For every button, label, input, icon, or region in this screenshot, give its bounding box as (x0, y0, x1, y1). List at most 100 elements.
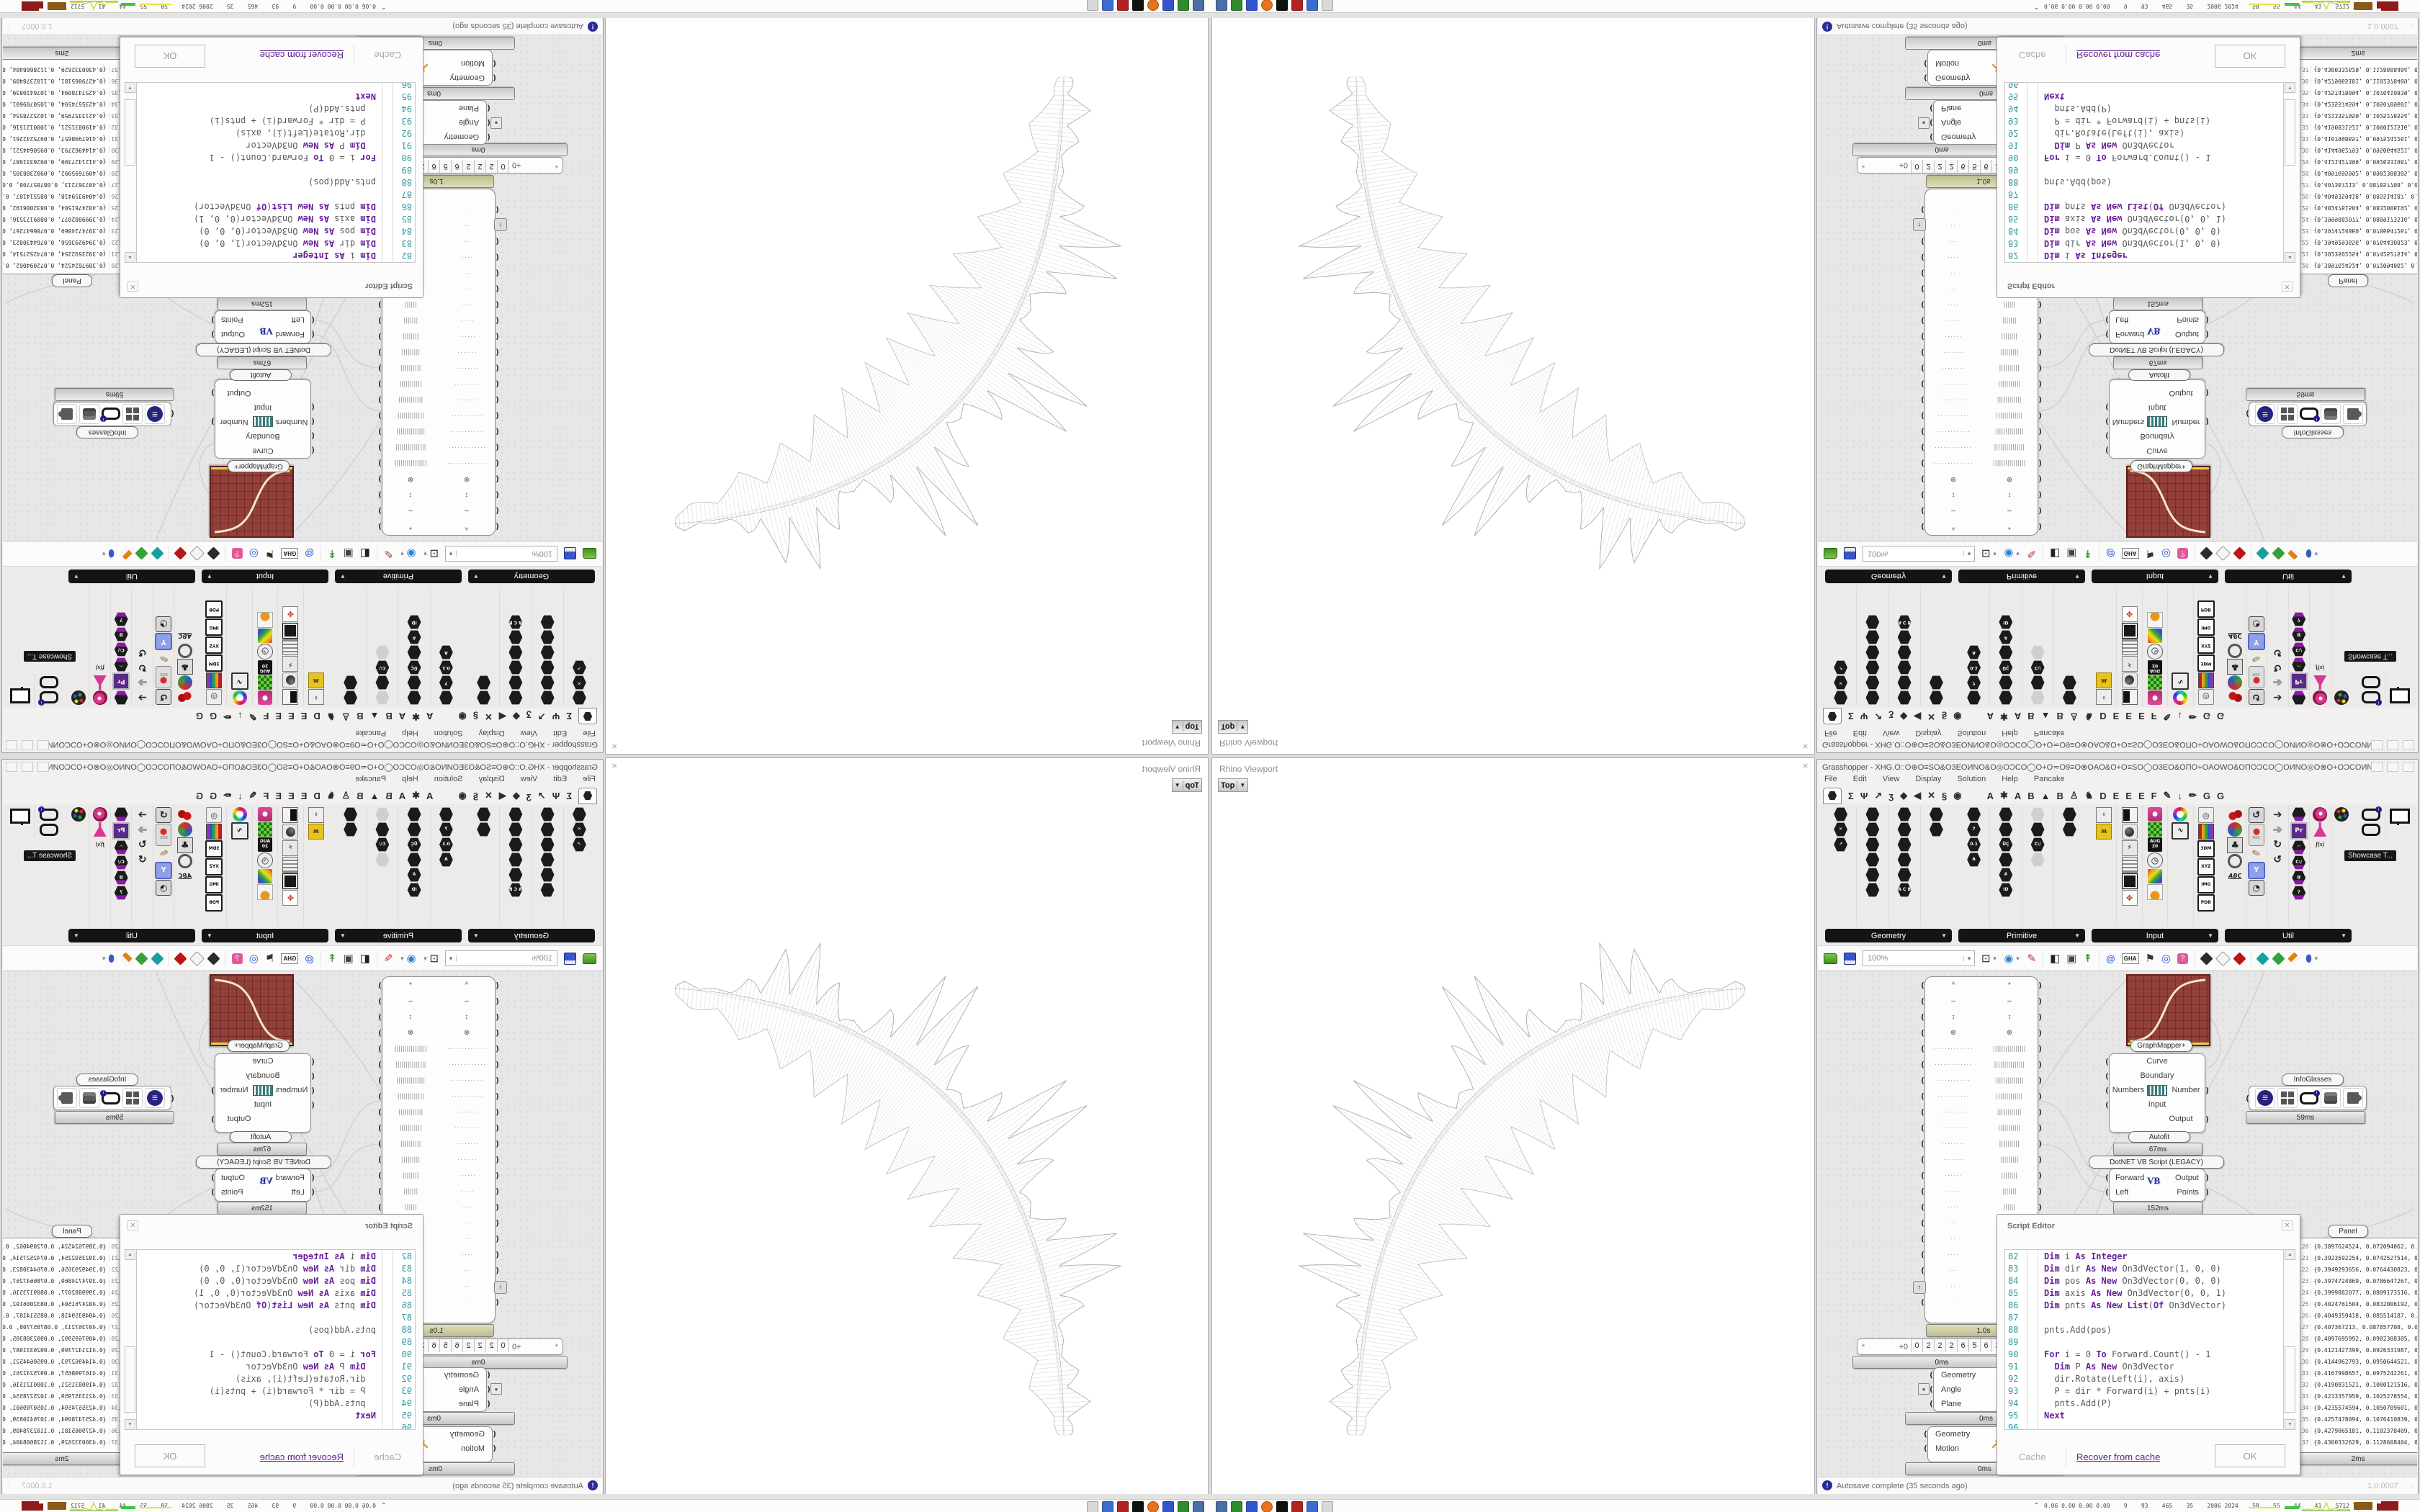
palette-icon[interactable] (1897, 807, 1912, 822)
palette-icon[interactable]: C:/ (375, 660, 390, 675)
output-grip[interactable]: ) (377, 474, 382, 485)
category-tab[interactable]: ♙ (341, 711, 351, 722)
chevron-down-icon[interactable]: ▼ (2341, 573, 2347, 580)
viewport-capture-icon[interactable]: ▣ (2066, 953, 2077, 965)
palette-icon[interactable]: Y (155, 862, 173, 879)
input-grip[interactable]: ( (2105, 315, 2110, 325)
palette-icon[interactable]: ↗ (572, 660, 586, 675)
quad-squares-icon[interactable] (2277, 1088, 2298, 1108)
palette-icon[interactable]: PDB (205, 894, 223, 912)
palette-icon[interactable] (540, 630, 555, 644)
output-grip[interactable]: ) (2038, 379, 2043, 390)
panel-data-row[interactable]: 127 {0.407367213, 0.087857708, 0.0} (3, 1321, 122, 1333)
input-grip[interactable]: ( (486, 1399, 491, 1408)
category-tab[interactable]: ◉ (1953, 790, 1962, 801)
chevron-down-icon[interactable]: ▼ (1174, 724, 1180, 730)
output-grip[interactable]: ) (377, 1202, 382, 1212)
palette-icon[interactable] (1865, 660, 1880, 675)
palette-icon[interactable] (114, 690, 128, 705)
chevron-down-icon[interactable]: ▼ (1941, 573, 1947, 580)
output-grip[interactable]: ) (2038, 996, 2043, 1006)
input-grip[interactable]: ( (495, 459, 500, 469)
slider-digit[interactable]: 5 (1968, 160, 1980, 173)
finance-search-icon[interactable]: ◎ (248, 547, 259, 559)
palette-icon[interactable] (344, 807, 358, 822)
palette-icon[interactable] (2313, 675, 2327, 690)
category-tab[interactable]: E (2125, 711, 2132, 722)
gem-red-icon[interactable] (174, 951, 187, 966)
slider-digit[interactable]: 5 (440, 1339, 452, 1352)
minimize-button[interactable] (37, 762, 49, 772)
chevron-down-icon[interactable]: ▼ (73, 932, 79, 939)
resize-grip[interactable]: ∴ (2409, 1483, 2414, 1490)
input-grip[interactable]: ( (1920, 253, 1925, 263)
palette-icon[interactable]: A (1967, 852, 1981, 867)
slider-digit[interactable]: 6 (1980, 160, 1991, 173)
palette-icon[interactable]: C:/ (2030, 660, 2045, 675)
gem-red-icon[interactable] (2233, 951, 2246, 966)
input-grip[interactable]: ( (1920, 300, 1925, 310)
taskbar-ghost-icon[interactable] (1087, 0, 1098, 11)
input-grip[interactable]: ( (1920, 237, 1925, 247)
quad-squares-icon[interactable] (2277, 404, 2298, 424)
taskbar-drive-icon[interactable] (1178, 1501, 1189, 1512)
taskbar-firefox-icon[interactable] (1147, 0, 1159, 11)
slider-digit[interactable]: 2 (463, 160, 475, 173)
at-mail-icon[interactable]: @ (2106, 548, 2115, 559)
maximize-button[interactable] (22, 762, 33, 772)
chevron-down-icon[interactable]: ▼ (1941, 932, 1947, 939)
chevron-down-icon[interactable]: ▼ (448, 550, 457, 557)
palette-icon[interactable]: # (1999, 868, 2013, 882)
panel-data-row[interactable]: 124 {0.3999882077, 0.0809173516, 0.0} (2298, 1287, 2417, 1298)
input-grip[interactable]: ( (1923, 1444, 1928, 1453)
chevron-down-icon[interactable]: ▼ (448, 955, 457, 962)
palette-panel-footer[interactable]: Geometry ▼ (1825, 929, 1952, 942)
input-grip[interactable]: ( (495, 1297, 500, 1307)
slider-digit[interactable]: 2 (1945, 1339, 1957, 1352)
component-label[interactable]: Panel (52, 274, 92, 287)
category-tab[interactable]: G (209, 790, 218, 801)
category-tab[interactable]: ↓ (238, 711, 243, 722)
category-tab[interactable]: ✎ (2163, 790, 2172, 801)
points-panel[interactable]: 120 {0.3897624524, 0.072094062, 0.0} 121 {0… (2298, 58, 2417, 274)
finance-search-icon[interactable]: ◎ (248, 953, 259, 965)
graph-mapper[interactable] (2126, 974, 2210, 1046)
palette-icon[interactable]: ID (1999, 883, 2013, 897)
palette-icon[interactable]: ↗ (572, 837, 586, 852)
menu-item[interactable]: Help (2002, 729, 2018, 737)
palette-icon[interactable]: ➔ (138, 807, 148, 821)
component-label[interactable]: InfoGlasses (2282, 426, 2344, 438)
menu-item[interactable]: Display (1915, 729, 1942, 737)
palette-panel-footer[interactable]: Input ▼ (2092, 929, 2218, 942)
output-grip[interactable]: ) (377, 348, 382, 358)
palette-icon[interactable] (232, 807, 247, 822)
palette-icon[interactable]: REC (156, 666, 172, 688)
palette-icon[interactable]: A C B (508, 615, 523, 629)
palette-icon[interactable] (2121, 824, 2138, 840)
category-tab[interactable]: ▲ (369, 711, 380, 722)
output-grip[interactable]: ) (377, 506, 382, 516)
input-grip[interactable]: ( (1920, 1170, 1925, 1180)
category-tab[interactable]: E (2112, 790, 2120, 801)
category-tab[interactable]: Ψ (1860, 711, 1868, 722)
taskbar-window-icon[interactable] (1307, 1501, 1318, 1512)
panel-data-row[interactable]: 137 {0.4300332629, 0.1128608404, 0.0} (2298, 64, 2417, 76)
input-grip[interactable]: ( (495, 1075, 500, 1085)
input-grip[interactable]: ( (1920, 1233, 1925, 1243)
palette-icon[interactable] (344, 822, 358, 837)
viewport-view-tab[interactable]: Top ▼ (1218, 720, 1249, 734)
taskbar-floppy-icon[interactable] (1162, 1501, 1174, 1512)
palette-icon[interactable] (2197, 824, 2214, 840)
menu-item[interactable]: Solution (434, 775, 463, 783)
palette-icon[interactable]: ➔ (2272, 822, 2282, 836)
component-label[interactable]: InfoGlasses (76, 1074, 138, 1086)
input-grip[interactable]: ( (2105, 330, 2110, 339)
taskbar-badge-icon[interactable] (1291, 0, 1303, 11)
palette-icon[interactable] (177, 690, 192, 705)
goggles-icon[interactable]: i (38, 691, 59, 706)
menu-item[interactable]: Help (402, 775, 418, 783)
panel-data-row[interactable]: 121 {0.3923592254, 0.0742527514, 0.0} (2298, 248, 2417, 260)
output-grip[interactable]: ) (2205, 417, 2210, 427)
scroll-thumb[interactable] (2285, 1346, 2295, 1413)
palette-icon[interactable] (2030, 675, 2045, 690)
